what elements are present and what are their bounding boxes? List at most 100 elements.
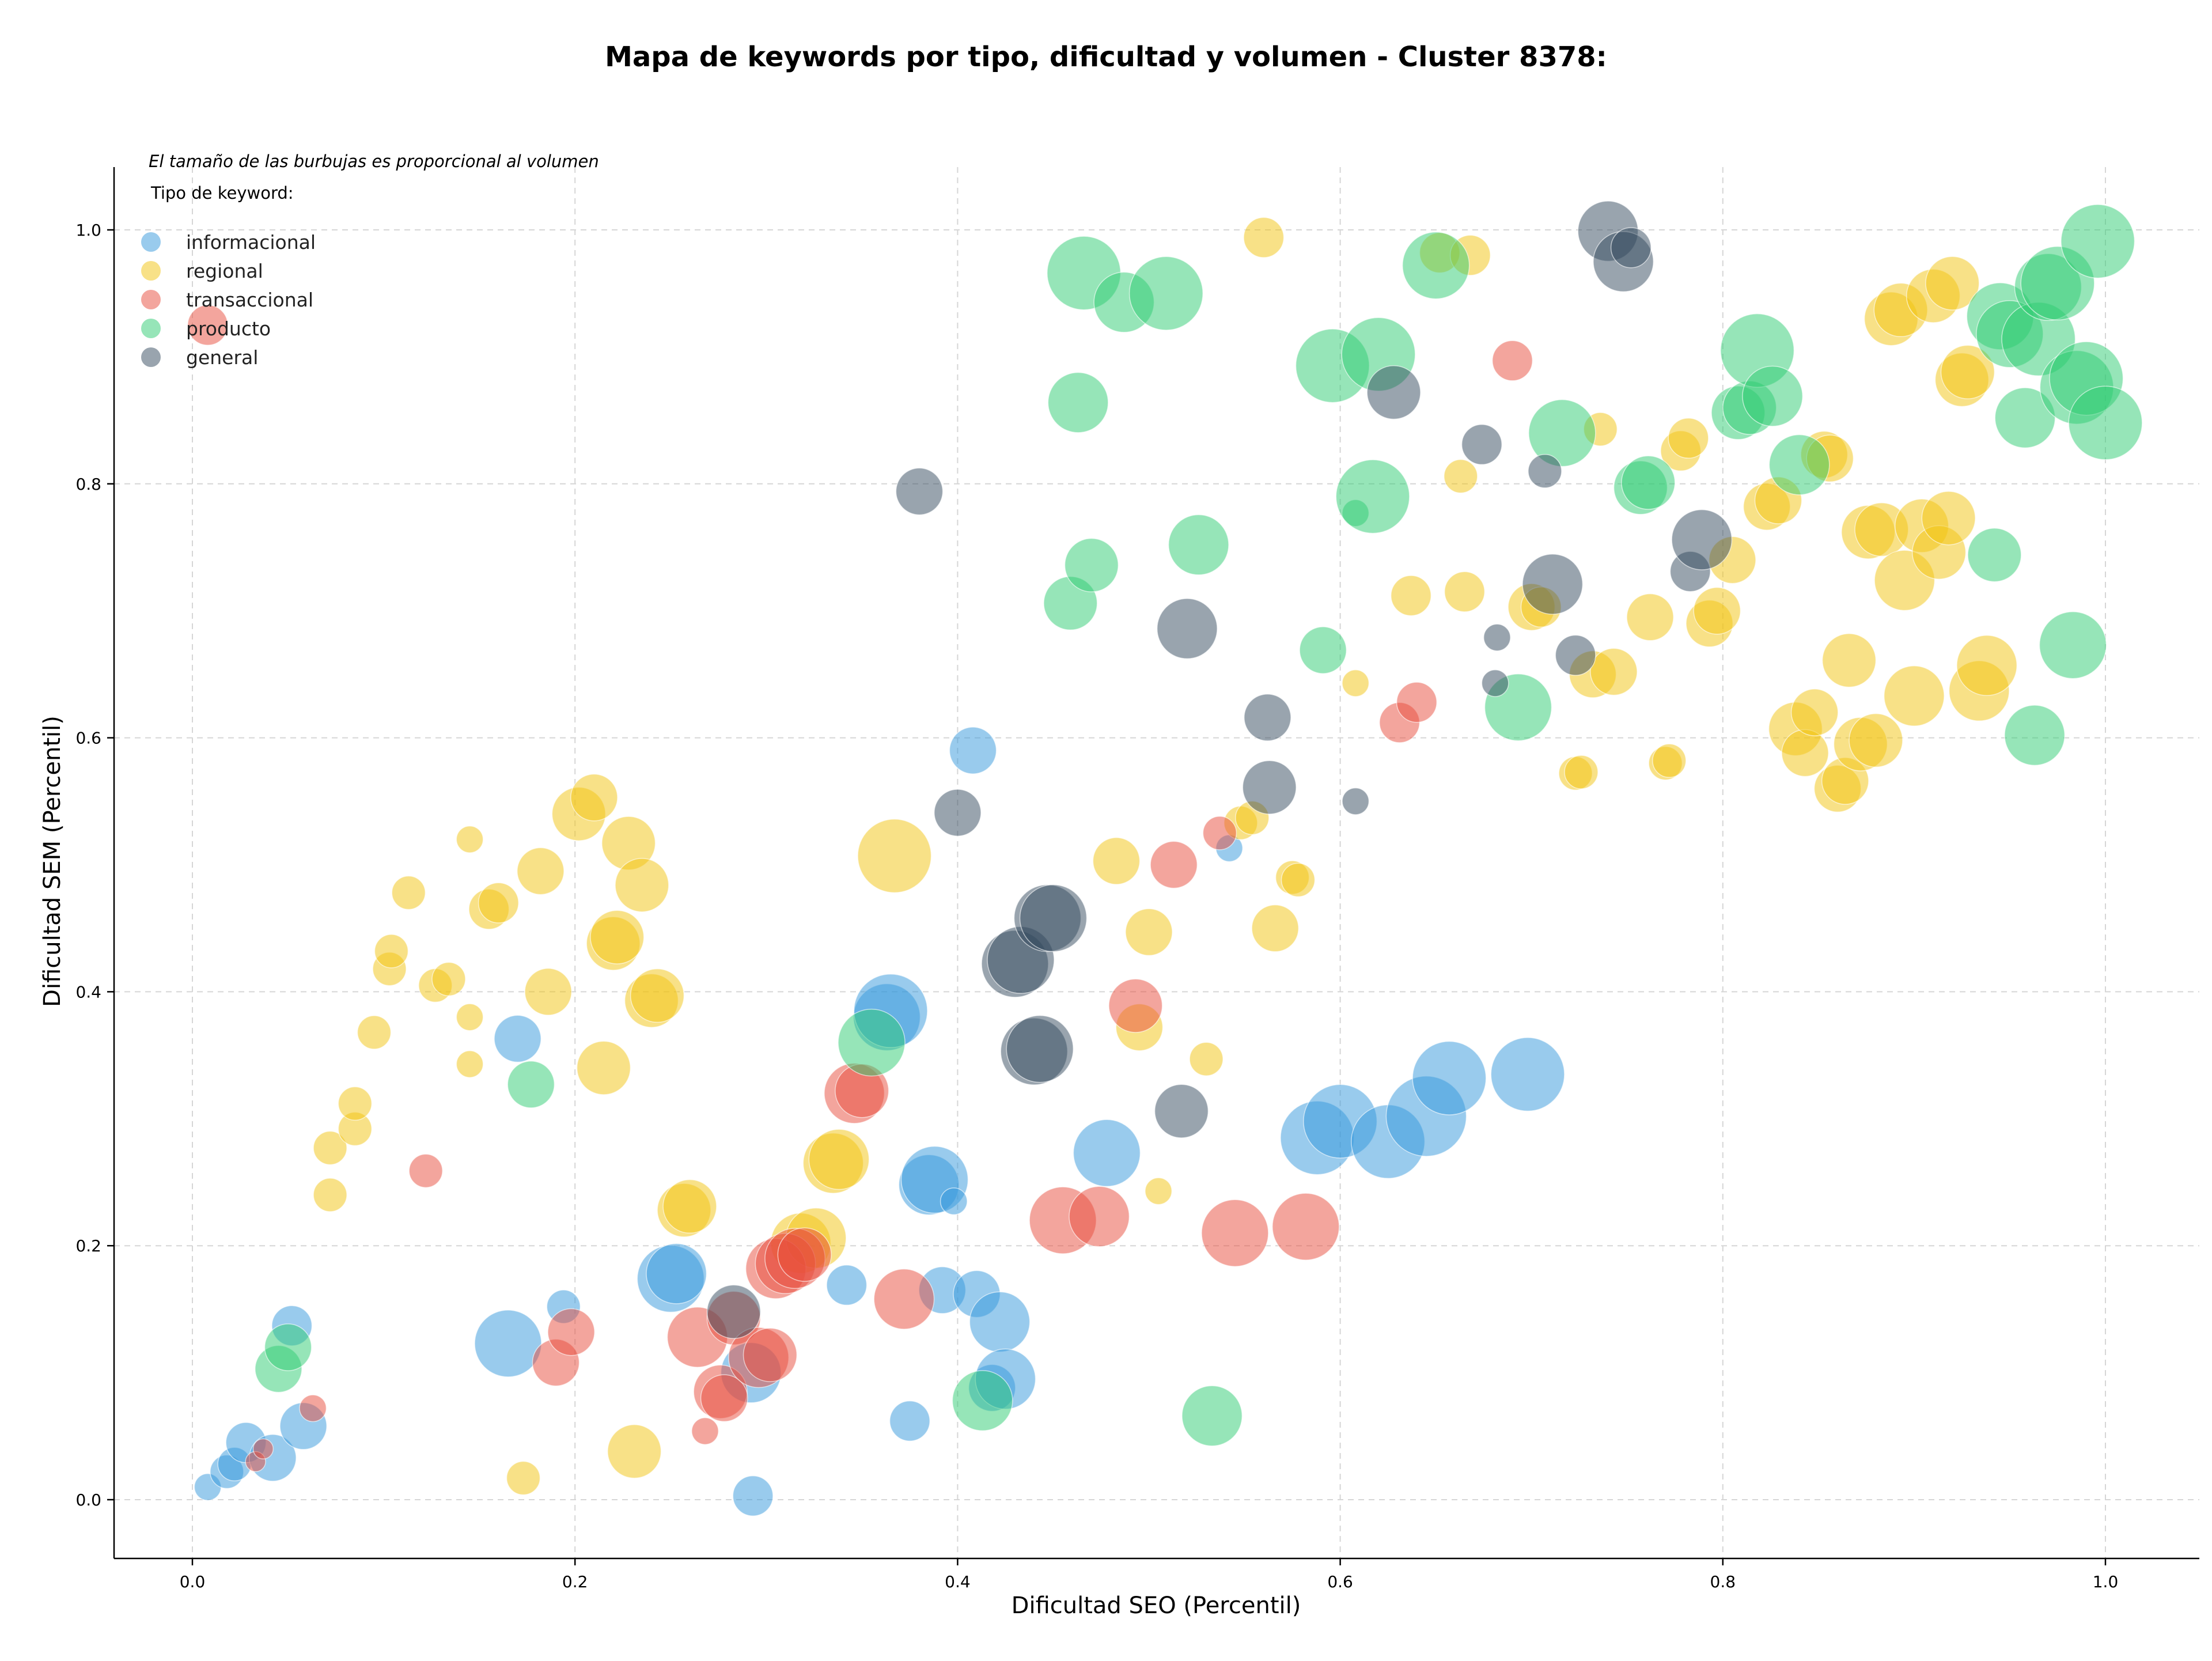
bubble-regional xyxy=(1956,635,2018,696)
bubble-transaccional xyxy=(1108,978,1163,1033)
legend: El tamaño de las burbujas es proporciona… xyxy=(141,152,599,369)
bubble-general xyxy=(934,789,982,837)
x-tick-label: 1.0 xyxy=(2093,1572,2119,1591)
bubble-general xyxy=(706,1284,761,1339)
bubble-general xyxy=(1483,623,1511,652)
bubbles xyxy=(187,200,2143,1516)
bubble-producto xyxy=(1967,528,2022,582)
legend-marker-general xyxy=(141,347,161,367)
y-tick-label: 0.2 xyxy=(75,1236,101,1255)
x-axis-label: Dificultad SEO (Percentil) xyxy=(1012,1592,1301,1619)
bubble-general xyxy=(1522,553,1584,615)
y-tick-label: 0.8 xyxy=(75,475,101,494)
bubble-transaccional xyxy=(408,1153,443,1188)
bubble-producto xyxy=(1528,399,1596,467)
bubble-regional xyxy=(431,962,466,997)
bubble-informacional xyxy=(646,1243,707,1304)
bubble-regional xyxy=(1883,665,1945,727)
bubble-regional xyxy=(391,875,426,910)
bubble-regional xyxy=(570,773,618,822)
bubble-regional xyxy=(615,858,669,913)
x-tick-label: 0.4 xyxy=(945,1572,971,1591)
bubble-regional xyxy=(1251,904,1300,952)
bubble-informacional xyxy=(949,727,997,774)
legend-label-regional: regional xyxy=(186,260,263,282)
bubble-informacional xyxy=(1490,1037,1565,1112)
bubble-regional xyxy=(607,1424,662,1479)
bubble-informacional xyxy=(474,1310,542,1378)
legend-label-producto: producto xyxy=(186,317,271,340)
y-tick-label: 0.4 xyxy=(75,982,101,1001)
y-tick-label: 1.0 xyxy=(75,221,101,240)
axes: 0.0 0.2 0.4 0.6 0.8 1.0 0.0 0.2 0.4 0.6 0.8 1.0 xyxy=(75,167,2199,1591)
bubble-producto xyxy=(2068,385,2143,460)
bubble-regional xyxy=(1444,459,1478,494)
bubble-regional xyxy=(478,882,519,924)
bubble-regional xyxy=(1281,862,1316,898)
bubble-regional xyxy=(524,968,573,1016)
legend-marker-regional xyxy=(141,261,161,281)
bubble-general xyxy=(1342,787,1370,815)
bubble-regional xyxy=(1390,575,1432,616)
bubble-informacional xyxy=(1412,1041,1487,1115)
bubble-transaccional xyxy=(700,1374,748,1422)
bubble-informacional xyxy=(494,1015,541,1063)
bubble-regional xyxy=(1781,729,1829,777)
x-tick-label: 0.8 xyxy=(1710,1572,1736,1591)
bubble-regional xyxy=(1925,256,1980,311)
bubble-regional xyxy=(1590,648,1638,696)
bubble-general xyxy=(1555,634,1596,676)
bubble-informacional xyxy=(889,1400,930,1441)
bubble-regional xyxy=(374,934,409,968)
bubble-producto xyxy=(1064,538,1119,593)
bubble-regional xyxy=(1693,587,1741,635)
bubble-regional xyxy=(1940,345,1995,399)
bubble-transaccional xyxy=(252,1438,274,1459)
bubble-producto xyxy=(1994,387,2056,449)
size-note: El tamaño de las burbujas es proporciona… xyxy=(149,152,599,171)
bubble-regional xyxy=(857,819,932,894)
bubble-informacional xyxy=(940,1187,968,1216)
bubble-transaccional xyxy=(1150,841,1198,889)
bubble-general xyxy=(895,467,944,516)
bubble-transaccional xyxy=(547,1308,595,1356)
bubble-transaccional xyxy=(1069,1186,1130,1247)
bubble-regional xyxy=(1849,713,1903,768)
legend-label-general: general xyxy=(186,346,258,369)
bubble-producto xyxy=(1768,434,1830,495)
bubble-producto xyxy=(264,1323,312,1371)
bubble-transaccional xyxy=(1201,1199,1269,1267)
bubble-producto xyxy=(1402,231,1470,300)
bubble-general xyxy=(1006,1015,1074,1083)
bubble-general xyxy=(1019,884,1088,952)
bubble-regional xyxy=(1790,688,1839,736)
bubble-regional xyxy=(517,847,565,895)
bubble-transaccional xyxy=(743,1327,798,1382)
bubble-informacional xyxy=(1073,1119,1141,1187)
bubble-producto xyxy=(2004,705,2066,766)
bubble-transaccional xyxy=(777,1227,832,1282)
bubble-transaccional xyxy=(1272,1193,1340,1261)
bubble-transaccional xyxy=(299,1394,327,1422)
bubble-general xyxy=(1366,365,1421,420)
bubble-transaccional xyxy=(1202,816,1237,850)
bubble-producto xyxy=(838,1008,906,1077)
bubble-producto xyxy=(1128,256,1203,331)
bubble-regional xyxy=(630,968,685,1023)
bubble-regional xyxy=(1189,1042,1224,1076)
bubble-informacional xyxy=(732,1475,774,1516)
bubble-regional xyxy=(506,1461,541,1496)
bubble-regional xyxy=(1145,1177,1173,1205)
bubble-informacional xyxy=(969,1291,1031,1353)
bubble-general xyxy=(1154,1084,1209,1138)
bubble-general xyxy=(1671,509,1733,570)
bubble-general xyxy=(1481,669,1509,697)
bubble-general xyxy=(1242,760,1297,815)
bubble-producto xyxy=(2039,611,2107,679)
bubble-producto xyxy=(1047,372,1109,433)
bubble-regional xyxy=(1243,217,1285,258)
bubble-regional xyxy=(590,910,645,964)
bubble-regional xyxy=(576,1041,631,1095)
bubble-regional xyxy=(338,1086,373,1121)
bubble-regional xyxy=(1444,571,1486,612)
